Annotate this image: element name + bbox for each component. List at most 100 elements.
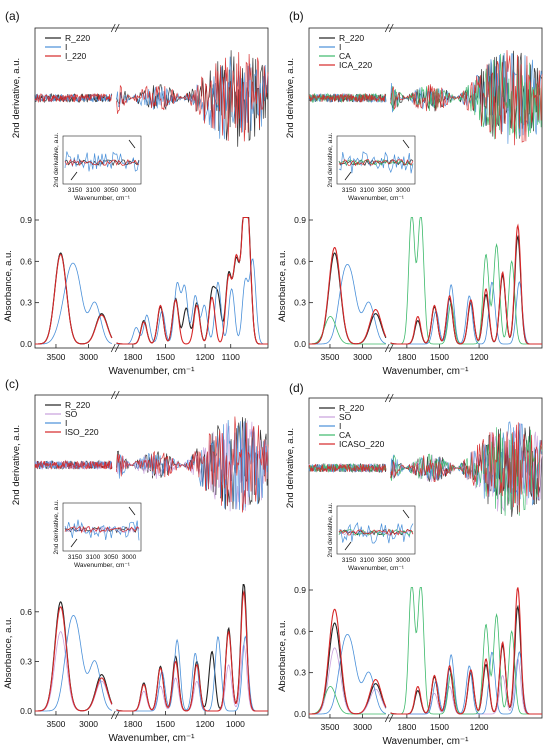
y-axis-label-absorbance: Absorbance, a.u. bbox=[3, 617, 14, 689]
absorbance-series-R_220 bbox=[309, 234, 542, 345]
derivative-series-ISO_220 bbox=[34, 416, 269, 513]
inset-x-tick-label: 3050 bbox=[104, 554, 119, 561]
panel-2: (c) 3500 3000 1800 1500 1200 1000 Wavenumber, c… bbox=[3, 377, 269, 744]
legend-label: I bbox=[339, 421, 341, 431]
axis-break-mark bbox=[388, 343, 394, 353]
x-tick-label: 3000 bbox=[353, 722, 372, 732]
absorbance-series-ISO_220 bbox=[35, 589, 268, 712]
panel-label: (b) bbox=[289, 9, 304, 23]
x-tick-label: 1800 bbox=[123, 352, 142, 362]
legend-label: SO bbox=[339, 412, 352, 422]
inset-arrow bbox=[344, 541, 352, 551]
y-tick-label: 0.6 bbox=[294, 256, 306, 266]
axis-break-mark bbox=[384, 343, 390, 353]
absorbance-series-SO bbox=[35, 631, 268, 712]
y-tick-label: 0.0 bbox=[294, 339, 306, 349]
absorbance-series-I bbox=[35, 258, 268, 345]
x-tick-label: 3000 bbox=[79, 352, 98, 362]
x-tick-label: 3500 bbox=[47, 719, 66, 729]
axis-break-mark bbox=[388, 23, 394, 33]
absorbance-series-I_220 bbox=[35, 216, 268, 345]
y-tick-label: 0.9 bbox=[294, 585, 306, 595]
x-tick-label: 1200 bbox=[196, 352, 215, 362]
y-axis-label-absorbance: Absorbance, a.u. bbox=[3, 250, 14, 322]
inset-x-axis-label: Wavenumber, cm⁻¹ bbox=[348, 565, 405, 572]
y-tick-label: 0.9 bbox=[20, 215, 32, 225]
x-tick-label: 3000 bbox=[353, 352, 372, 362]
axis-break-mark bbox=[110, 710, 116, 720]
inset-x-tick-label: 3100 bbox=[360, 557, 375, 564]
y-axis-label-absorbance: Absorbance, a.u. bbox=[277, 250, 288, 322]
y-axis-label-absorbance: Absorbance, a.u. bbox=[277, 620, 288, 692]
inset-frame bbox=[336, 505, 416, 555]
legend-label: ICA_220 bbox=[339, 60, 372, 70]
inset-x-tick-label: 3100 bbox=[86, 187, 101, 194]
inset-x-tick-label: 3100 bbox=[86, 554, 101, 561]
y-tick-label: 0.3 bbox=[294, 298, 306, 308]
inset-x-tick-label: 3150 bbox=[342, 557, 357, 564]
panel-label: (c) bbox=[5, 377, 19, 391]
inset-x-axis-label: Wavenumber, cm⁻¹ bbox=[348, 195, 405, 202]
derivative-series-ICA_220 bbox=[308, 50, 543, 146]
inset-arrow bbox=[70, 171, 78, 181]
x-tick-label: 3500 bbox=[47, 352, 66, 362]
x-axis-label: Wavenumber, cm⁻¹ bbox=[382, 736, 469, 745]
axis-break-mark bbox=[388, 393, 394, 403]
x-tick-label: 1800 bbox=[123, 719, 142, 729]
inset-series-ICASO_220 bbox=[338, 528, 414, 537]
inset-x-tick-label: 3150 bbox=[68, 554, 83, 561]
inset-arrow bbox=[344, 171, 352, 181]
legend-label: SO bbox=[65, 409, 78, 419]
inset-series-CA bbox=[338, 158, 414, 166]
legend-label: ICASO_220 bbox=[339, 439, 385, 449]
x-tick-label: 1800 bbox=[397, 352, 416, 362]
legend-label: I_220 bbox=[65, 51, 87, 61]
inset-series-CA bbox=[338, 528, 414, 536]
legend-label: I bbox=[65, 42, 67, 52]
legend-label: R_220 bbox=[65, 400, 90, 410]
x-tick-label: 1100 bbox=[222, 352, 241, 362]
axis-break-mark bbox=[114, 710, 120, 720]
axis-break-mark bbox=[114, 390, 120, 400]
inset-series-I bbox=[338, 521, 414, 544]
y-tick-label: 0.6 bbox=[20, 607, 32, 617]
x-axis-label: Wavenumber, cm⁻¹ bbox=[382, 366, 469, 377]
inset-x-tick-label: 3050 bbox=[378, 187, 393, 194]
axis-break-mark bbox=[384, 713, 390, 723]
legend-label: R_220 bbox=[339, 33, 364, 43]
inset-series-I bbox=[64, 519, 140, 541]
legend-label: CA bbox=[339, 51, 351, 61]
legend-label: I bbox=[65, 418, 67, 428]
inset-x-tick-label: 3050 bbox=[378, 557, 393, 564]
absorbance-series-ICASO_220 bbox=[309, 587, 542, 715]
inset-y-axis-label: 2nd derivative, a.u. bbox=[53, 132, 60, 187]
axis-break-mark bbox=[388, 713, 394, 723]
inset-arrow bbox=[402, 509, 410, 519]
axis-break-mark bbox=[110, 390, 116, 400]
inset-x-tick-label: 3000 bbox=[396, 187, 411, 194]
axis-break-mark bbox=[384, 23, 390, 33]
panel-0: (a) 3500 3000 1800 1500 1200 1100 Wavenumber, c… bbox=[3, 9, 269, 377]
panel-label: (d) bbox=[289, 381, 304, 395]
legend-label: I bbox=[339, 42, 341, 52]
y-tick-label: 0.0 bbox=[20, 339, 32, 349]
inset-x-tick-label: 3050 bbox=[104, 187, 119, 194]
x-tick-label: 1200 bbox=[470, 722, 489, 732]
x-tick-label: 1500 bbox=[430, 352, 449, 362]
x-tick-label: 1000 bbox=[226, 719, 245, 729]
inset-y-axis-label: 2nd derivative, a.u. bbox=[53, 499, 60, 554]
inset-x-axis-label: Wavenumber, cm⁻¹ bbox=[74, 195, 131, 202]
x-tick-label: 1500 bbox=[156, 719, 175, 729]
x-axis-label: Wavenumber, cm⁻¹ bbox=[108, 366, 195, 377]
inset-y-axis-label: 2nd derivative, a.u. bbox=[327, 132, 334, 187]
x-tick-label: 1200 bbox=[470, 352, 489, 362]
x-tick-label: 3500 bbox=[321, 352, 340, 362]
x-tick-label: 3500 bbox=[321, 722, 340, 732]
inset-y-axis-label: 2nd derivative, a.u. bbox=[327, 502, 334, 557]
inset-x-tick-label: 3000 bbox=[396, 557, 411, 564]
inset-x-tick-label: 3100 bbox=[360, 187, 375, 194]
plot-frame bbox=[308, 397, 543, 719]
inset-arrow bbox=[128, 139, 136, 149]
inset-x-tick-label: 3150 bbox=[68, 187, 83, 194]
